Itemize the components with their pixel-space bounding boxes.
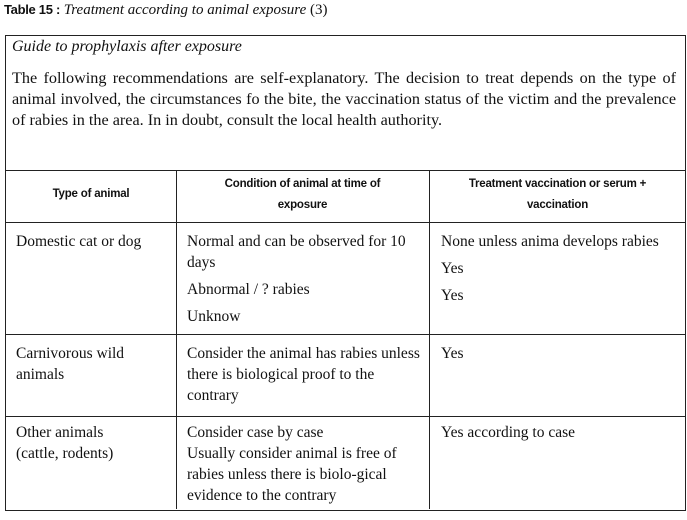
condition-item: Unknow — [187, 308, 241, 325]
treatment-item: Yes — [441, 287, 464, 304]
column-divider — [176, 170, 177, 509]
cell-treatments: Yes — [441, 343, 681, 364]
condition-item: Consider the animal has rabies unless th… — [187, 345, 420, 404]
caption-number: (3) — [309, 2, 328, 18]
cell-conditions: Consider case by case Usually consider a… — [187, 422, 427, 506]
header-treatment: Treatment vaccination or serum + vaccina… — [468, 178, 647, 211]
treatment-item: Yes according to case — [441, 424, 576, 441]
header-bottom-rule — [5, 222, 685, 223]
treatment-item: Yes — [441, 345, 464, 362]
caption-label: Table 15 : — [4, 2, 61, 17]
condition-item: Normal and can be observed for 10 days — [187, 233, 406, 271]
header-type-of-animal: Type of animal — [52, 188, 130, 200]
header-top-rule — [5, 170, 685, 171]
table-caption: Table 15 : Treatment according to animal… — [4, 2, 327, 19]
cell-conditions: Consider the animal has rabies unless th… — [187, 343, 427, 406]
column-divider — [429, 170, 430, 509]
treatment-item: None unless anima develops rabies — [441, 233, 659, 250]
cell-conditions: Normal and can be observed for 10 days A… — [187, 231, 427, 327]
cell-animal: Carnivorous wild animals — [16, 345, 125, 383]
header-condition: Condition of animal at time of exposure — [224, 178, 381, 211]
row-divider — [5, 416, 685, 417]
caption-title: Treatment according to animal exposure — [63, 2, 307, 18]
row-divider — [5, 334, 685, 335]
cell-animal: Domestic cat or dog — [16, 233, 142, 250]
condition-item: Abnormal / ? rabies — [187, 281, 310, 298]
table-frame — [5, 35, 686, 511]
treatment-item: Yes — [441, 260, 464, 277]
cell-treatments: None unless anima develops rabies Yes Ye… — [441, 231, 681, 306]
condition-item: Usually consider animal is free of rabie… — [187, 445, 397, 504]
intro-paragraph: The following recommendations are self-e… — [12, 69, 676, 129]
cell-treatments: Yes according to case — [441, 422, 681, 443]
cell-animal: Other animals (cattle, rodents) — [16, 424, 114, 462]
condition-item: Consider case by case — [187, 424, 324, 441]
guide-title: Guide to prophylaxis after exposure — [12, 38, 242, 55]
